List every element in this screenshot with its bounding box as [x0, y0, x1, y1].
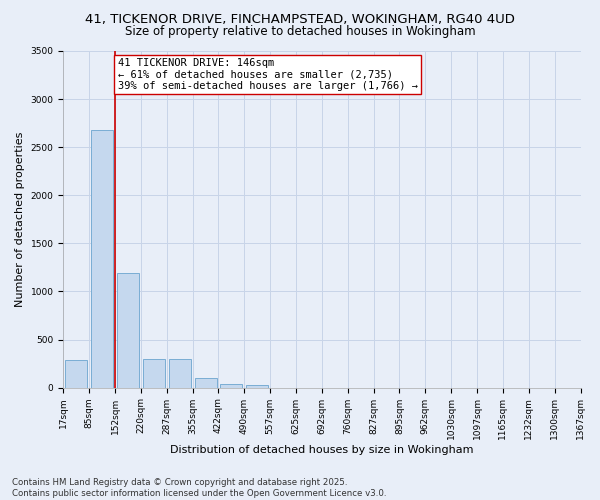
- Text: Contains HM Land Registry data © Crown copyright and database right 2025.
Contai: Contains HM Land Registry data © Crown c…: [12, 478, 386, 498]
- Bar: [169, 359, 191, 388]
- Bar: [246, 385, 268, 388]
- Text: Size of property relative to detached houses in Wokingham: Size of property relative to detached ho…: [125, 25, 475, 38]
- Bar: [194, 378, 217, 388]
- Bar: [65, 360, 87, 388]
- Bar: [143, 358, 165, 388]
- Y-axis label: Number of detached properties: Number of detached properties: [15, 132, 25, 307]
- X-axis label: Distribution of detached houses by size in Wokingham: Distribution of detached houses by size …: [170, 445, 473, 455]
- Bar: [91, 130, 113, 388]
- Bar: [117, 273, 139, 388]
- Text: 41 TICKENOR DRIVE: 146sqm
← 61% of detached houses are smaller (2,735)
39% of se: 41 TICKENOR DRIVE: 146sqm ← 61% of detac…: [118, 58, 418, 91]
- Bar: [220, 384, 242, 388]
- Text: 41, TICKENOR DRIVE, FINCHAMPSTEAD, WOKINGHAM, RG40 4UD: 41, TICKENOR DRIVE, FINCHAMPSTEAD, WOKIN…: [85, 12, 515, 26]
